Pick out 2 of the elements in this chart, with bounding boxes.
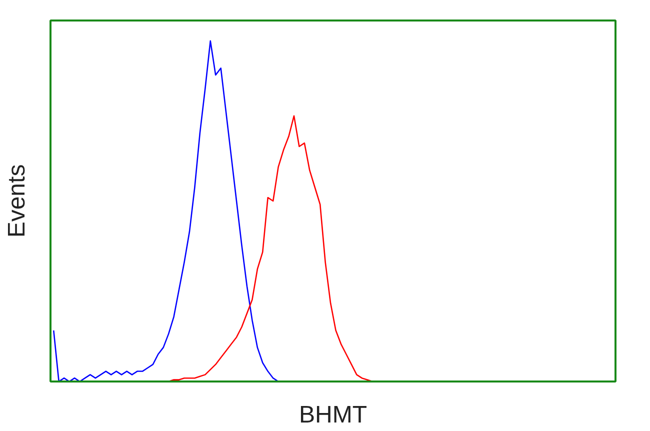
y-axis-title: Events [4, 164, 30, 238]
x-axis-title: BHMT [299, 402, 368, 428]
